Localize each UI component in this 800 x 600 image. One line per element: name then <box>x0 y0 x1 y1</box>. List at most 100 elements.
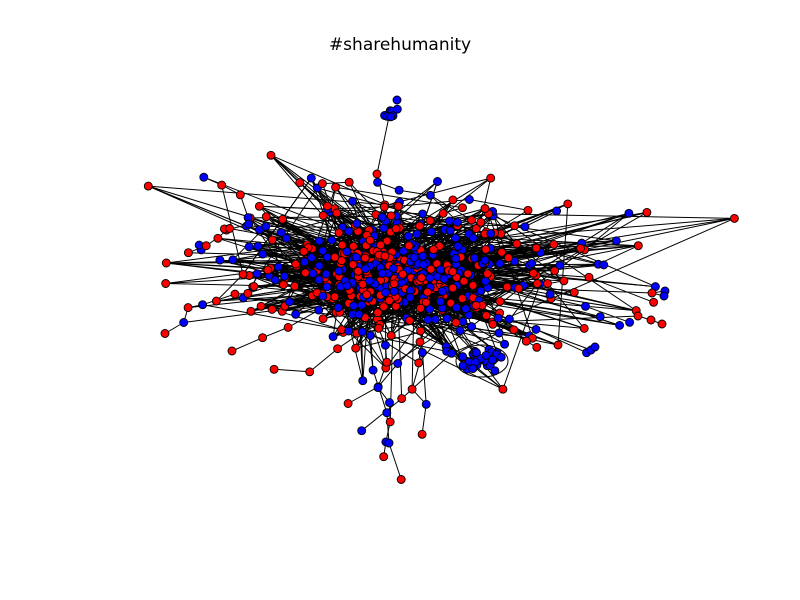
node-red <box>162 280 170 288</box>
node-blue <box>281 272 289 280</box>
node-red <box>161 330 169 338</box>
node-red <box>390 280 398 288</box>
node-blue <box>315 237 323 245</box>
node-red <box>398 395 406 403</box>
node-red <box>449 284 457 292</box>
node-blue <box>497 353 505 361</box>
node-blue <box>404 232 412 240</box>
node-red <box>332 183 340 191</box>
node-red <box>449 196 457 204</box>
node-blue <box>319 292 327 300</box>
edge <box>310 349 338 372</box>
node-blue <box>292 310 300 318</box>
edge <box>274 369 310 372</box>
node-blue <box>420 261 428 269</box>
node-blue <box>452 234 460 242</box>
node-red <box>255 202 263 210</box>
node-red <box>503 283 511 291</box>
node-red <box>532 244 540 252</box>
node-red <box>228 347 236 355</box>
node-red <box>236 191 244 199</box>
node-blue <box>448 349 456 357</box>
node-red <box>424 288 432 296</box>
node-blue <box>283 234 291 242</box>
node-blue <box>419 210 427 218</box>
node-red <box>306 368 314 376</box>
node-blue <box>216 256 224 264</box>
node-red <box>577 244 585 252</box>
node-red <box>202 242 210 250</box>
node-blue <box>315 262 323 270</box>
node-blue <box>309 270 317 278</box>
node-red <box>452 319 460 327</box>
node-blue <box>422 400 430 408</box>
node-blue <box>413 230 421 238</box>
node-red <box>415 359 423 367</box>
edge <box>412 353 422 390</box>
node-red <box>262 213 270 221</box>
node-red <box>399 270 407 278</box>
node-blue <box>334 304 342 312</box>
node-blue <box>345 327 353 335</box>
node-blue <box>359 377 367 385</box>
node-red <box>338 326 346 334</box>
node-blue <box>591 343 599 351</box>
node-red <box>658 320 666 328</box>
node-blue <box>553 207 561 215</box>
node-blue <box>437 266 445 274</box>
node-blue <box>660 292 668 300</box>
node-red <box>533 280 541 288</box>
node-red <box>386 418 394 426</box>
node-red <box>529 269 537 277</box>
node-blue <box>259 250 267 258</box>
node-red <box>284 323 292 331</box>
node-blue <box>424 316 432 324</box>
node-red <box>564 200 572 208</box>
node-blue <box>505 315 513 323</box>
node-blue <box>406 294 414 302</box>
node-blue <box>345 227 353 235</box>
node-red <box>231 290 239 298</box>
node-blue <box>343 282 351 290</box>
node-red <box>397 476 405 484</box>
node-blue <box>454 242 462 250</box>
node-red <box>144 182 152 190</box>
node-blue <box>319 247 327 255</box>
node-red <box>426 217 434 225</box>
node-blue <box>482 277 490 285</box>
node-red <box>482 245 490 253</box>
node-blue <box>582 302 590 310</box>
node-red <box>324 202 332 210</box>
node-blue <box>322 270 330 278</box>
node-blue <box>496 260 504 268</box>
node-blue <box>378 269 386 277</box>
node-blue <box>626 318 634 326</box>
node-red <box>472 301 480 309</box>
node-blue <box>556 261 564 269</box>
node-red <box>484 270 492 278</box>
edge <box>232 338 263 351</box>
node-red <box>650 298 658 306</box>
edge <box>469 200 528 211</box>
node-red <box>405 242 413 250</box>
node-red <box>267 151 275 159</box>
node-blue <box>199 301 207 309</box>
node-red <box>408 385 416 393</box>
node-blue <box>446 227 454 235</box>
node-red <box>439 209 447 217</box>
node-blue <box>385 439 393 447</box>
node-blue <box>229 256 237 264</box>
node-blue <box>427 228 435 236</box>
node-red <box>482 312 490 320</box>
node-blue <box>469 365 477 373</box>
node-red <box>392 225 400 233</box>
node-red <box>730 214 738 222</box>
node-blue <box>394 360 402 368</box>
node-blue <box>353 220 361 228</box>
node-blue <box>362 265 370 273</box>
node-blue <box>245 220 253 228</box>
node-red <box>570 288 578 296</box>
node-red <box>184 304 192 312</box>
node-blue <box>358 301 366 309</box>
node-red <box>510 326 518 334</box>
